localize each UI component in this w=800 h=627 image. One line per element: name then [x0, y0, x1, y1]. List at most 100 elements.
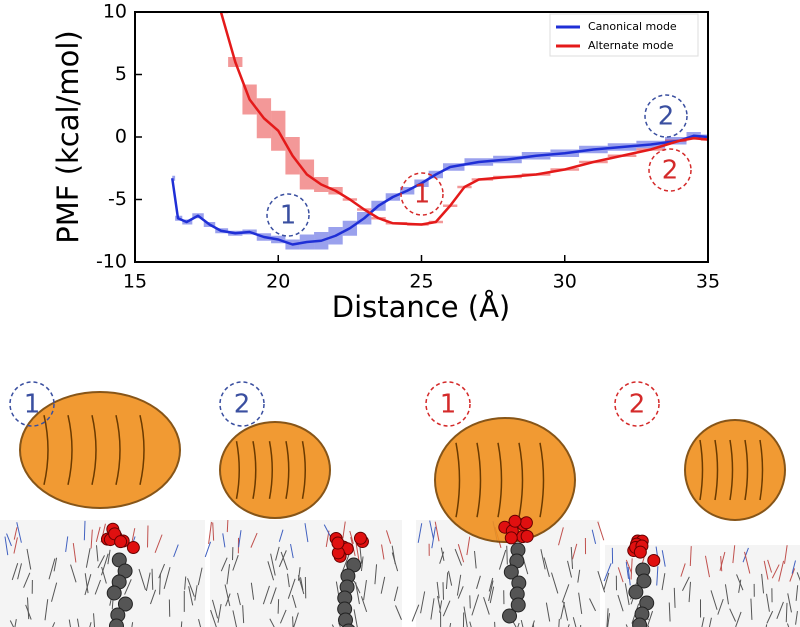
lipid-tail [151, 568, 154, 590]
lipid-tail [720, 556, 723, 572]
lipid-tail [300, 577, 304, 591]
lipid-tail [150, 589, 157, 605]
lipid-tail [395, 605, 402, 620]
lipid-tail [471, 594, 480, 616]
lipid-tail [456, 574, 462, 596]
lipid-tail [194, 585, 198, 601]
lipid-tail [476, 575, 481, 589]
panel-label-circle [9, 381, 55, 427]
line [171, 134, 708, 246]
lipid-tail [439, 551, 445, 564]
lipid-tail [708, 617, 712, 627]
lipid-tail [488, 577, 494, 592]
lipid-tail [188, 586, 194, 606]
lipid-tail [17, 563, 22, 580]
protein [219, 421, 331, 519]
lipid-tail [26, 548, 32, 570]
lipid-tail [270, 553, 276, 576]
lipid-tail [558, 618, 560, 627]
lipid-tail [603, 572, 610, 591]
lipid-tail [131, 622, 134, 627]
beta-strand [497, 442, 503, 518]
x-tick-label: 30 [553, 271, 577, 293]
lipid-tail [101, 566, 107, 584]
lipid-tail [578, 592, 583, 614]
legend-label: Canonical mode [588, 20, 677, 33]
lipid-tail [237, 592, 241, 606]
lipid-tail [454, 548, 463, 566]
annotation: 1 [280, 201, 297, 231]
beta-strand [67, 415, 73, 485]
lipid-tail [719, 551, 726, 571]
lipid-tail [211, 599, 219, 619]
lipid-tail [90, 529, 93, 549]
lipid-tail-atom [503, 564, 519, 580]
panel-label-circle [219, 381, 265, 427]
beta-strand [268, 441, 273, 499]
protein [434, 417, 576, 543]
lipid-tail [606, 608, 609, 627]
lipid-tail [656, 566, 659, 586]
lipid-tail [224, 584, 231, 607]
lipid-tail [483, 597, 490, 615]
lipid-tail [238, 530, 242, 548]
lipid-tail [159, 573, 161, 595]
annotation-circle [266, 193, 310, 237]
lipid-tail [506, 545, 508, 565]
lipid-tail [48, 558, 56, 580]
lipid-tail [84, 574, 92, 596]
lipid-tail [437, 595, 441, 609]
lipid-tail [353, 609, 358, 627]
lipid-tail [738, 579, 742, 593]
lipid-tail [124, 579, 132, 595]
lipid-tail [291, 594, 297, 608]
lipid-tail [572, 617, 577, 627]
lipid-tail-atom [632, 617, 648, 627]
headgroup-atom [520, 529, 534, 543]
lipid-tail [26, 597, 30, 620]
lipid-tail [180, 621, 183, 627]
lipid-tail [16, 522, 22, 543]
lipid-tail [682, 576, 690, 591]
lipid-tail [101, 553, 109, 576]
lipid-tail [625, 561, 629, 579]
lipid-tail [13, 537, 18, 554]
lipid-tail-atom [106, 585, 122, 601]
lipid-tail [431, 526, 436, 549]
lipid-tail [558, 527, 564, 546]
lipid-tail [198, 619, 202, 627]
lipid-tail [342, 521, 346, 539]
lipid-tail [668, 602, 671, 622]
lipid-tail [360, 596, 368, 613]
lipid-tail [349, 530, 354, 544]
protein [684, 419, 786, 521]
lipid-tail [625, 624, 628, 627]
lipid-tail [766, 610, 774, 624]
lipid-tail [290, 543, 294, 559]
annotation-circle [400, 172, 444, 216]
lipid-tail [736, 574, 744, 591]
lipid-tail [65, 536, 69, 553]
lipid-tail [572, 543, 578, 560]
beta-strand [43, 415, 49, 485]
lipid-tail [466, 536, 471, 556]
lipid-tail [717, 598, 724, 615]
headgroup-atom [633, 545, 647, 559]
lipid-tail [796, 572, 800, 582]
lipid-tail [520, 619, 524, 627]
y-tick-label: -10 [96, 251, 127, 273]
panel-label: 1 [440, 390, 457, 420]
x-tick-label: 25 [409, 271, 433, 293]
panel-label-circle [614, 381, 660, 427]
lipid-tail [279, 609, 287, 624]
beta-strand [285, 441, 290, 499]
lipid-tail [353, 580, 361, 594]
lipid-tail [51, 582, 58, 602]
lipid-tail [448, 570, 453, 586]
lipid-tail [442, 582, 445, 600]
snapshots: 1 2 1 2 [0, 381, 800, 627]
annotation: 2 [658, 102, 675, 132]
lipid-tail [627, 567, 631, 586]
lipid-tail [363, 580, 367, 601]
lipid-tail [287, 573, 290, 588]
